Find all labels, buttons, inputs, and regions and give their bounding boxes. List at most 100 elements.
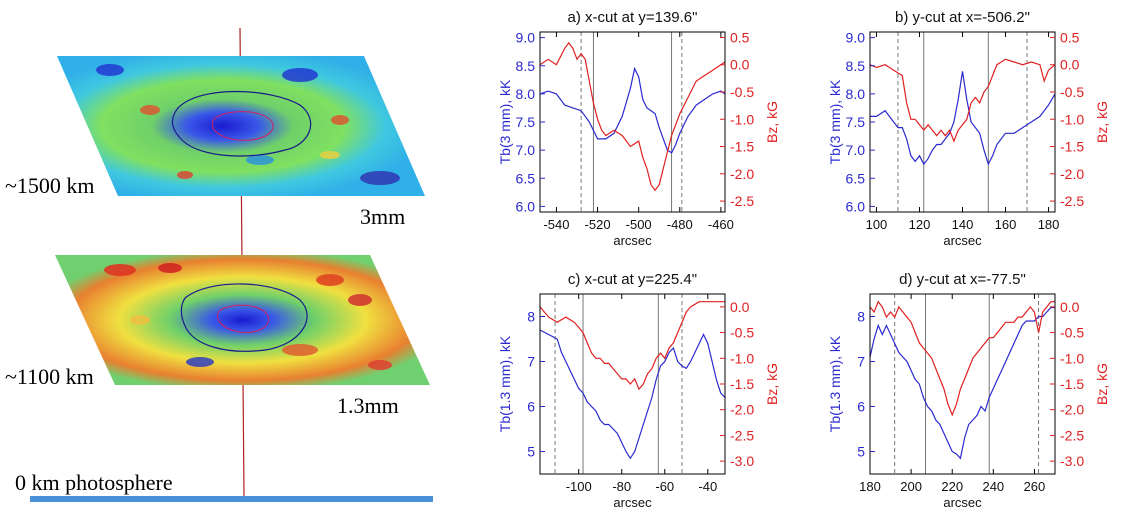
x-tick-label: 260 — [1024, 479, 1046, 494]
y-left-tick-label: 7.0 — [516, 142, 536, 158]
series-line-tb — [539, 66, 726, 154]
y-right-tick-label: -2.0 — [730, 166, 754, 182]
y-left-tick-label: 6 — [527, 399, 535, 415]
chart-title: d) y-cut at x=-77.5" — [899, 271, 1026, 288]
contour-1-3mm-outer — [180, 283, 308, 352]
y-right-tick-label: 0.0 — [1060, 57, 1080, 73]
y-left-axis-label: Tb(3 mm), kK — [827, 79, 843, 164]
y-right-tick-label: -1.5 — [1060, 139, 1084, 155]
y-left-tick-label: 7.0 — [846, 142, 866, 158]
y-left-tick-label: 6.5 — [516, 170, 536, 186]
y-left-tick-label: 8.0 — [846, 86, 866, 102]
y-right-tick-label: -1.5 — [730, 376, 754, 392]
contour-3mm-inner — [211, 111, 274, 141]
y-right-tick-label: -3.0 — [730, 453, 754, 469]
series-line-bz — [539, 41, 726, 192]
y-right-tick-label: -2.0 — [730, 402, 754, 418]
x-tick-label: 160 — [995, 217, 1017, 232]
x-axis-label: arcsec — [943, 233, 982, 248]
x-tick-label: 240 — [982, 479, 1004, 494]
x-axis-label: arcsec — [943, 495, 982, 510]
x-tick-label: -520 — [585, 217, 611, 232]
chart-panel-a: a) x-cut at y=139.6" -540 -520 -500 -480 -460… — [497, 9, 780, 248]
y-left-tick-label: 5 — [527, 444, 535, 460]
y-right-axis-label: Bz, kG — [1094, 363, 1110, 405]
y-right-tick-label: -3.0 — [1060, 453, 1084, 469]
y-right-tick-label: 0.5 — [730, 29, 750, 45]
x-tick-label: -40 — [698, 479, 717, 494]
y-left-tick-label: 5 — [857, 444, 865, 460]
y-left-tick-label: 8.0 — [516, 86, 536, 102]
y-right-axis-label: Bz, kG — [764, 101, 780, 143]
x-tick-label: 200 — [900, 479, 922, 494]
y-right-tick-label: 0.0 — [1060, 299, 1080, 315]
x-tick-label: 120 — [909, 217, 931, 232]
y-left-tick-label: 8 — [857, 309, 865, 325]
y-right-tick-label: -1.5 — [730, 139, 754, 155]
y-left-tick-label: 6.5 — [846, 170, 866, 186]
plot-frame — [869, 31, 1056, 213]
y-left-axis-label: Tb(1.3 mm), kK — [827, 335, 843, 432]
y-left-tick-label: 8.5 — [846, 58, 866, 74]
map-layer-3mm — [57, 56, 425, 196]
series-line-tb — [870, 71, 1056, 166]
plot-frame — [539, 31, 726, 213]
y-right-tick-label: -1.0 — [730, 111, 754, 127]
y-right-tick-label: -0.5 — [730, 84, 754, 100]
series-line-tb — [539, 329, 726, 460]
y-right-axis-label: Bz, kG — [1094, 101, 1110, 143]
y-right-tick-label: -2.0 — [1060, 402, 1084, 418]
plot-frame — [539, 293, 726, 475]
height-label-top: ~1500 km — [5, 173, 95, 198]
y-right-tick-label: -0.5 — [1060, 84, 1084, 100]
series-line-bz — [869, 58, 1056, 143]
y-right-tick-label: -1.0 — [730, 350, 754, 366]
x-tick-label: -60 — [655, 479, 674, 494]
y-right-tick-label: -2.0 — [1060, 166, 1084, 182]
x-tick-label: -100 — [566, 479, 592, 494]
x-tick-label: 220 — [941, 479, 963, 494]
series-line-bz — [539, 301, 725, 391]
map-layer-1-3mm-blobs — [104, 263, 392, 370]
y-right-tick-label: -2.5 — [730, 427, 754, 443]
y-left-tick-label: 7 — [527, 354, 535, 370]
x-axis-label: arcsec — [613, 233, 652, 248]
y-right-tick-label: 0.0 — [730, 57, 750, 73]
y-left-tick-label: 6 — [857, 399, 865, 415]
map-layer-3mm-blobs — [96, 64, 400, 185]
chart-panel-c: c) x-cut at y=225.4" -100 -80 -60 -40 arcsec 5… — [497, 271, 780, 510]
map-layer-1-3mm — [55, 255, 430, 385]
x-tick-label: 100 — [866, 217, 888, 232]
y-right-tick-label: -2.5 — [1060, 427, 1084, 443]
x-tick-label: -480 — [667, 217, 693, 232]
x-tick-label: -460 — [708, 217, 734, 232]
y-right-tick-label: -0.5 — [1060, 325, 1084, 341]
y-left-tick-label: 9.0 — [846, 30, 866, 46]
y-right-tick-label: -2.5 — [730, 193, 754, 209]
y-right-tick-label: 0.5 — [1060, 29, 1080, 45]
x-tick-label: 180 — [859, 479, 881, 494]
layer-illustration-svg: ~1500 km 3mm ~1100 km 1.3mm 0 km photosp… — [5, 27, 433, 502]
x-tick-label: 180 — [1038, 217, 1060, 232]
chart-title: c) x-cut at y=225.4" — [568, 271, 697, 288]
y-right-tick-label: -1.0 — [1060, 111, 1084, 127]
wavelength-label-top: 3mm — [360, 204, 405, 229]
height-label-mid: ~1100 km — [5, 364, 94, 389]
series-line-tb — [869, 306, 1055, 460]
chart-title: a) x-cut at y=139.6" — [568, 9, 698, 26]
y-right-tick-label: -2.5 — [1060, 193, 1084, 209]
series-line-bz — [869, 300, 1055, 417]
contour-1-3mm-inner — [217, 304, 270, 333]
y-left-tick-label: 6.0 — [516, 198, 536, 214]
chart-panel-d: d) y-cut at x=-77.5" 180 200 220 240 260 arcse… — [827, 271, 1110, 510]
photosphere-bar — [30, 496, 433, 502]
chart-title: b) y-cut at x=-506.2" — [895, 9, 1030, 26]
y-right-tick-label: -0.5 — [730, 325, 754, 341]
wavelength-label-mid: 1.3mm — [337, 393, 399, 418]
y-right-axis-label: Bz, kG — [764, 363, 780, 405]
y-left-tick-label: 7.5 — [516, 114, 536, 130]
chart-panel-b: b) y-cut at x=-506.2" 100 120 140 160 180 arcs… — [827, 9, 1110, 248]
y-left-tick-label: 7 — [857, 354, 865, 370]
y-left-axis-label: Tb(1.3 mm), kK — [497, 335, 513, 432]
y-left-tick-label: 9.0 — [516, 30, 536, 46]
